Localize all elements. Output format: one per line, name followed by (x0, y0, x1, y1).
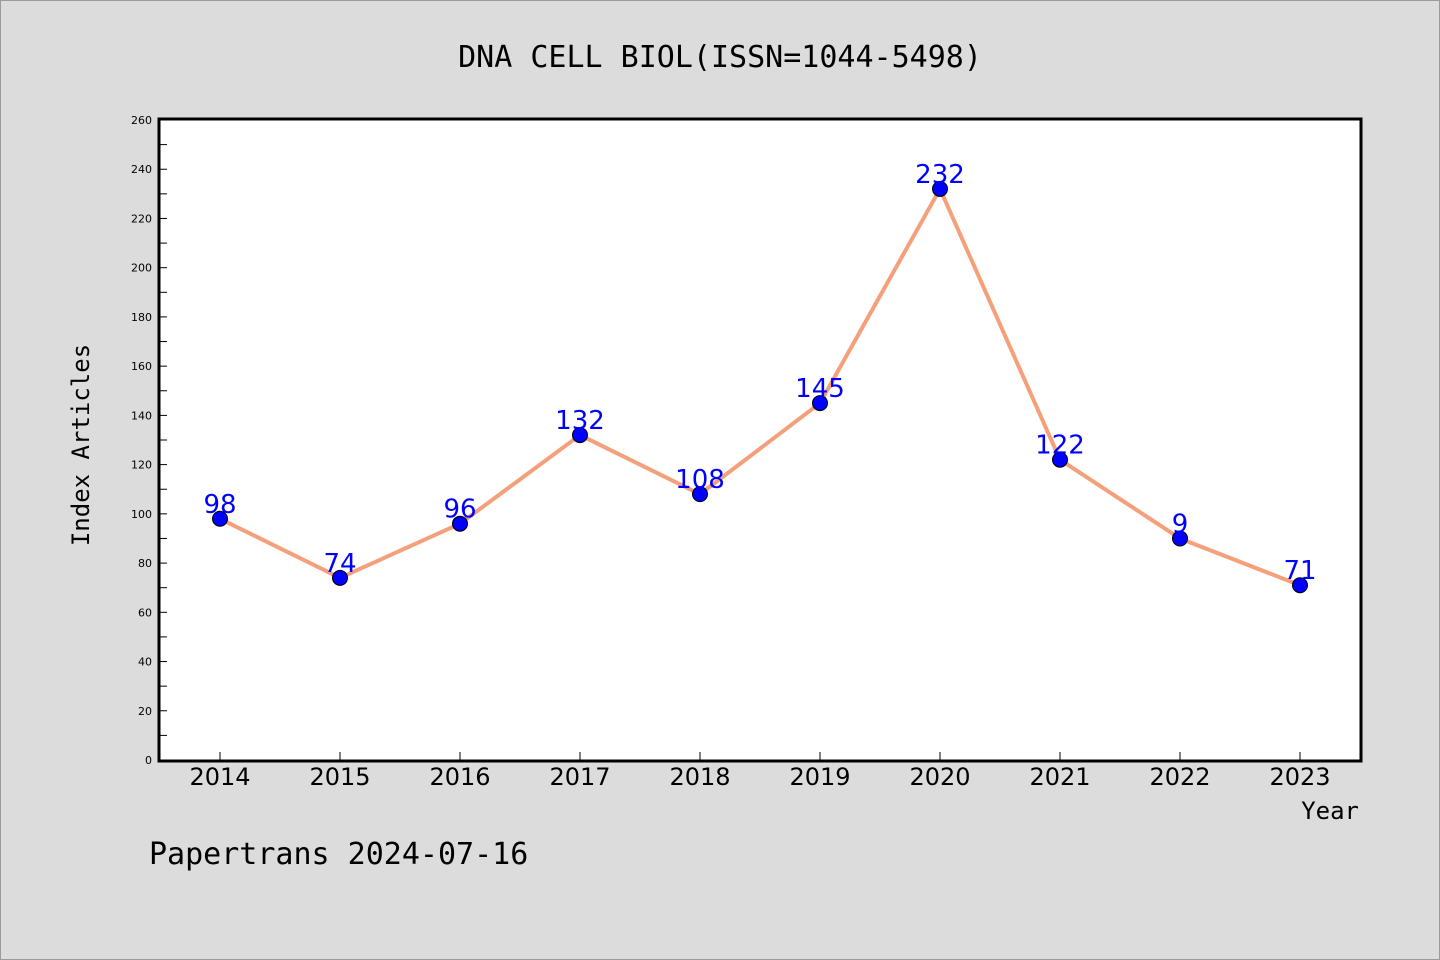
x-tick-label: 2021 (1029, 763, 1090, 791)
data-label: 145 (795, 374, 845, 404)
x-axis: 2014 2015 2016 2017 2018 2019 2020 2021 2022 2023 (189, 752, 1331, 791)
x-axis-label: Year (1301, 797, 1359, 825)
y-tick-label: 120 (131, 459, 152, 472)
y-tick-label: 260 (131, 114, 152, 127)
y-tick-label: 80 (138, 557, 152, 570)
data-point (332, 569, 348, 586)
data-point (212, 510, 228, 527)
y-tick-label: 160 (131, 360, 152, 373)
data-label: 122 (1035, 431, 1085, 461)
y-tick-label: 220 (131, 212, 152, 225)
x-tick-label: 2017 (549, 763, 610, 791)
data-point (452, 515, 468, 532)
data-label: 9 (1172, 509, 1189, 539)
x-tick-label: 2018 (669, 763, 730, 791)
data-point (692, 486, 708, 503)
data-label: 232 (915, 160, 965, 190)
plot-area (157, 117, 1363, 763)
x-tick-label: 2020 (909, 763, 970, 791)
y-tick-label: 0 (145, 754, 152, 767)
y-tick-label: 60 (138, 606, 152, 619)
data-label: 132 (555, 406, 605, 436)
x-tick-label: 2015 (309, 763, 370, 791)
y-tick-label: 40 (138, 656, 152, 669)
data-label: 96 (443, 495, 476, 525)
y-tick-label: 200 (131, 262, 152, 275)
x-tick-label: 2016 (429, 763, 490, 791)
data-point (1052, 451, 1068, 468)
y-tick-label: 20 (138, 705, 152, 718)
x-tick-label: 2019 (789, 763, 850, 791)
y-axis-label: Index Articles (67, 344, 95, 546)
y-tick-label: 100 (131, 508, 152, 521)
x-tick-label: 2023 (1269, 763, 1330, 791)
data-point (812, 395, 828, 412)
chart-title: DNA CELL BIOL(ISSN=1044-5498) (458, 40, 982, 75)
y-tick-label: 180 (131, 311, 152, 324)
footer-text: Papertrans 2024-07-16 (149, 837, 528, 872)
data-label: 74 (323, 549, 356, 579)
data-point (1292, 577, 1308, 594)
data-label: 71 (1283, 556, 1316, 586)
series: 98 74 96 132 108 145 232 122 9 71 (203, 160, 1317, 594)
data-point (572, 427, 588, 444)
series-line (219, 186, 1301, 588)
data-label: 108 (675, 465, 725, 495)
y-tick-label: 240 (131, 163, 152, 176)
y-axis: 0 20 40 60 80 100 120 140 160 180 200 220 240 260 (131, 114, 167, 767)
data-label: 98 (203, 490, 236, 520)
x-tick-label: 2014 (189, 763, 250, 791)
data-point (1172, 530, 1188, 547)
data-point (932, 180, 948, 197)
y-tick-label: 140 (131, 409, 152, 422)
x-tick-label: 2022 (1149, 763, 1210, 791)
